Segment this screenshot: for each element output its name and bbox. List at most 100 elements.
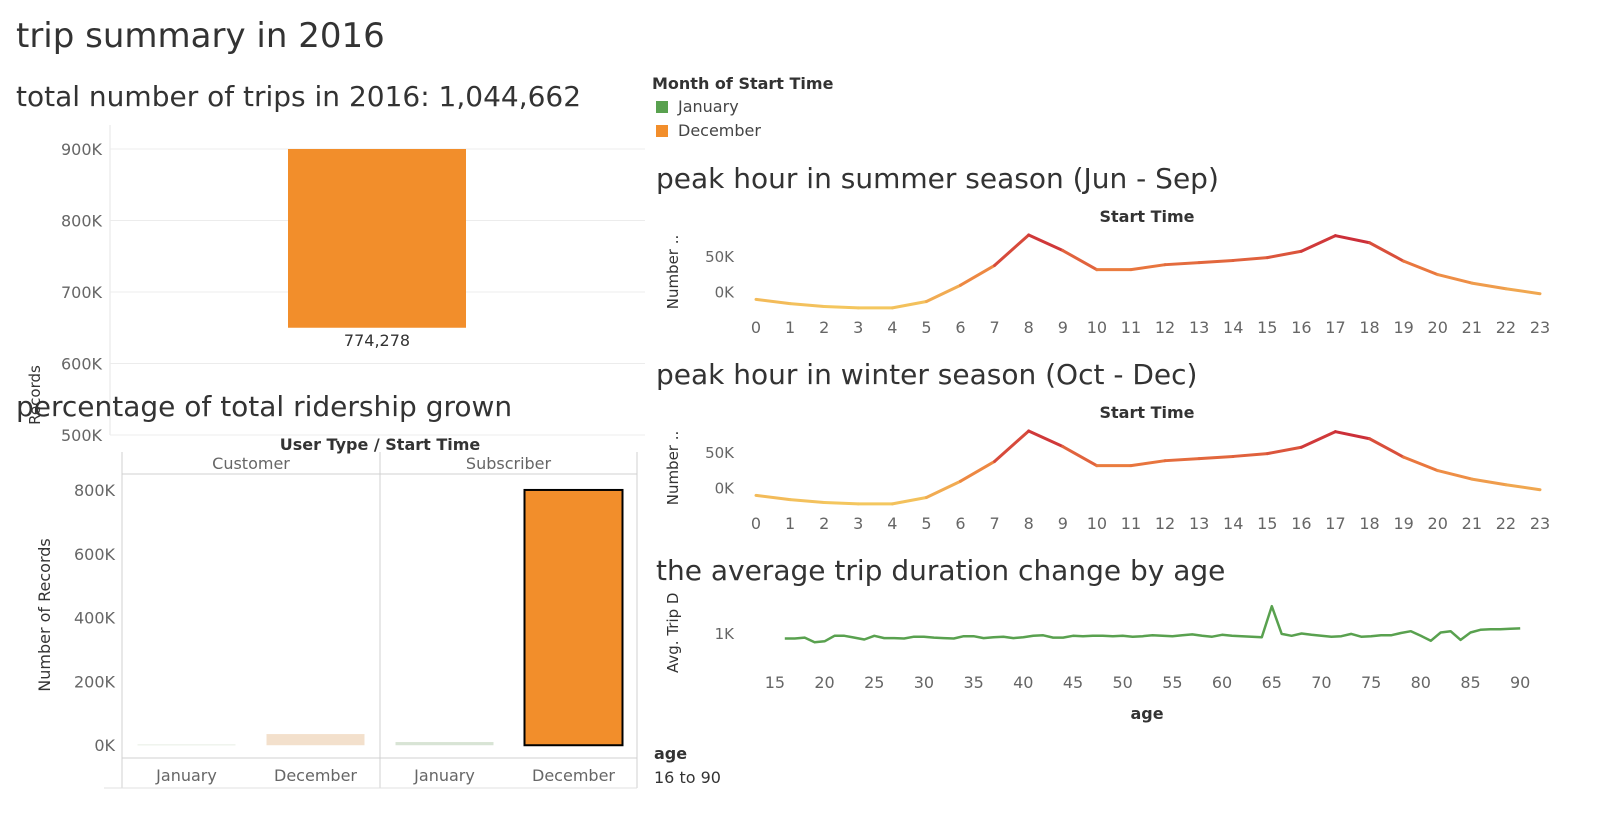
- total-trips-bar-label: 774,278: [344, 331, 410, 350]
- duration-title: the average trip duration change by age: [656, 554, 1226, 587]
- summer-line-segment: [1402, 259, 1440, 277]
- winter-x-tick: 18: [1359, 514, 1379, 533]
- winter-line-segment: [1197, 454, 1235, 461]
- summer-x-tick: 3: [853, 318, 863, 337]
- winter-x-tick: 21: [1462, 514, 1482, 533]
- legend-swatch-december: [656, 124, 668, 137]
- winter-line-segment: [822, 500, 860, 506]
- total-trips-y-tick: 800K: [61, 212, 103, 231]
- summer-y-axis-label: Number ..: [664, 235, 682, 310]
- duration-x-axis-label: age: [1130, 704, 1163, 723]
- winter-x-tick: 16: [1291, 514, 1311, 533]
- winter-line-segment: [1129, 459, 1167, 468]
- winter-x-tick: 7: [990, 514, 1000, 533]
- legend-item-december[interactable]: December: [656, 121, 761, 140]
- winter-line-segment: [1027, 429, 1065, 449]
- winter-line-segment: [1265, 445, 1303, 456]
- winter-line-segment: [959, 459, 997, 483]
- ridership-y-tick: 800K: [74, 481, 116, 500]
- ridership-pane-header: Subscriber: [466, 454, 552, 473]
- winter-x-tick: 23: [1530, 514, 1550, 533]
- winter-line-segment: [754, 493, 792, 502]
- duration-chart: Avg. Trip D.. 1K 15 20 25 30 35 40 45 50 55 60 65 7…: [664, 592, 1530, 723]
- summer-line-segment: [1129, 263, 1167, 272]
- winter-x-tick: 4: [887, 514, 897, 533]
- winter-x-tick: 13: [1189, 514, 1209, 533]
- summer-line-segment: [924, 283, 963, 304]
- ridership-column-header: User Type / Start Time: [280, 435, 481, 454]
- ridership-y-tick: 200K: [74, 672, 116, 691]
- summer-line-segment: [1265, 249, 1303, 260]
- winter-line-segment: [1231, 452, 1269, 458]
- summer-line: [754, 233, 1542, 310]
- summer-y-tick: 0K: [715, 283, 736, 301]
- winter-y-tick: 0K: [715, 479, 736, 497]
- winter-line-segment: [890, 496, 928, 506]
- duration-x-tick: 30: [914, 673, 934, 692]
- duration-x-tick: 65: [1262, 673, 1282, 692]
- winter-x-tick: 12: [1155, 514, 1175, 533]
- ridership-x-ticks: January December January December: [155, 766, 615, 785]
- total-trips-bar: [288, 149, 466, 328]
- winter-x-tick: 5: [921, 514, 931, 533]
- ridership-pane-headers: Customer Subscriber: [212, 454, 551, 473]
- winter-x-tick: 8: [1024, 514, 1034, 533]
- ridership-y-tick: 0K: [94, 736, 115, 755]
- summer-x-tick: 22: [1496, 318, 1516, 337]
- summer-x-tick: 1: [785, 318, 795, 337]
- summer-x-tick: 9: [1058, 318, 1068, 337]
- age-filter-value[interactable]: 16 to 90: [654, 768, 721, 787]
- total-trips-chart: 500K 600K 700K 800K 900K 774,278 Records: [26, 125, 645, 445]
- summer-x-tick: 10: [1087, 318, 1107, 337]
- duration-x-tick: 15: [765, 673, 785, 692]
- total-trips-y-tick: 500K: [61, 426, 103, 445]
- summer-x-tick: 6: [955, 318, 965, 337]
- duration-x-tick: 35: [963, 673, 983, 692]
- summer-x-tick: 12: [1155, 318, 1175, 337]
- winter-line-segment: [1470, 477, 1508, 487]
- duration-y-tick: 1K: [715, 625, 736, 643]
- summer-x-tick: 0: [751, 318, 761, 337]
- winter-column-header: Start Time: [1100, 403, 1195, 422]
- winter-x-tick: 11: [1121, 514, 1141, 533]
- winter-x-tick: 10: [1087, 514, 1107, 533]
- winter-line-segment: [1504, 483, 1542, 492]
- winter-line-segment: [1333, 430, 1372, 441]
- summer-x-tick: 7: [990, 318, 1000, 337]
- winter-x-tick: 15: [1257, 514, 1277, 533]
- total-trips-bars: 774,278: [288, 149, 466, 350]
- winter-x-tick: 0: [751, 514, 761, 533]
- duration-x-tick: 20: [814, 673, 834, 692]
- total-trips-y-axis-label: Records: [26, 365, 44, 425]
- winter-line-segment: [1299, 430, 1337, 449]
- duration-x-tick: 70: [1311, 673, 1331, 692]
- summer-x-tick: 8: [1024, 318, 1034, 337]
- summer-line-segment: [1470, 281, 1508, 291]
- summer-x-tick: 5: [921, 318, 931, 337]
- summer-x-tick: 11: [1121, 318, 1141, 337]
- summer-line-segment: [822, 304, 860, 310]
- duration-x-tick: 85: [1460, 673, 1480, 692]
- ridership-y-tick: 600K: [74, 545, 116, 564]
- summer-line-segment: [1197, 258, 1235, 265]
- total-trips-y-ticks: 500K 600K 700K 800K 900K: [61, 140, 103, 445]
- duration-x-tick: 90: [1510, 673, 1530, 692]
- total-trips-y-tick: 900K: [61, 140, 103, 159]
- winter-line-segment: [1436, 469, 1474, 481]
- summer-x-tick: 13: [1189, 318, 1209, 337]
- duration-x-tick: 55: [1162, 673, 1182, 692]
- summer-line-segment: [1163, 261, 1201, 267]
- duration-x-tick: 50: [1113, 673, 1133, 692]
- legend-item-january[interactable]: January: [656, 97, 739, 116]
- summer-line-segment: [959, 263, 997, 287]
- duration-x-tick: 60: [1212, 673, 1232, 692]
- ridership-bars: [137, 488, 624, 747]
- total-trips-y-tick: 700K: [61, 283, 103, 302]
- ridership-x-tick: January: [155, 766, 217, 785]
- winter-x-ticks: 0 1 2 3 4 5 6 7 8 9 10 11 12 13 14 15 16 17 18 19 20 21 22 23: [751, 514, 1550, 533]
- duration-line-path: [784, 604, 1521, 644]
- winter-line-segment: [924, 479, 963, 500]
- winter-y-axis-label: Number ..: [664, 431, 682, 506]
